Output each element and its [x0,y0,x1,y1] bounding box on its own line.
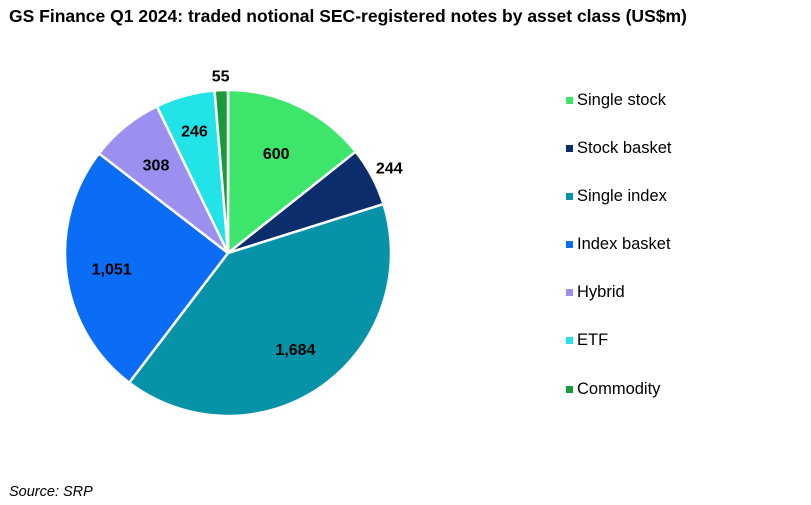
legend-item: Index basket [566,233,671,257]
source-note: Source: SRP [9,484,93,500]
legend-label: Hybrid [577,283,625,302]
legend-item: Single index [566,184,671,208]
slice-value-label: 1,684 [275,342,315,359]
pie-slice-single-stock [226,88,357,255]
legend-swatch [566,96,573,104]
chart-title: GS Finance Q1 2024: traded notional SEC-… [9,6,687,26]
legend-item: Single stock [566,88,671,112]
legend-swatch [566,385,573,393]
slice-value-label: 1,051 [92,261,132,278]
legend-swatch [566,192,573,200]
slice-value-label: 246 [181,123,208,140]
legend-item: Stock basket [566,136,671,160]
legend: Single stock Stock basket Single index Inde… [566,88,671,425]
slice-value-label: 55 [212,68,230,85]
pie-slice-index-basket [63,152,230,384]
legend-item: Commodity [566,377,671,401]
legend-label: Commodity [577,379,661,398]
pie-slices [63,88,393,418]
pie-slice-single-index [127,202,393,418]
pie-slice-commodity [213,88,230,255]
legend-swatch [566,289,573,297]
legend-swatch [566,241,573,249]
legend-item: Hybrid [566,281,671,305]
legend-item: ETF [566,329,671,353]
legend-swatch [566,337,573,345]
legend-swatch [566,144,573,152]
legend-label: Index basket [577,235,671,254]
legend-label: Single index [577,186,667,205]
legend-label: ETF [577,331,609,350]
slice-value-label: 308 [143,157,170,174]
slice-labels: 600 244 1,684 1,051 308 246 55 [92,68,403,359]
slice-value-label: 600 [263,146,290,163]
legend-label: Single stock [577,90,666,109]
slice-value-label: 244 [376,160,403,177]
legend-label: Stock basket [577,138,672,157]
